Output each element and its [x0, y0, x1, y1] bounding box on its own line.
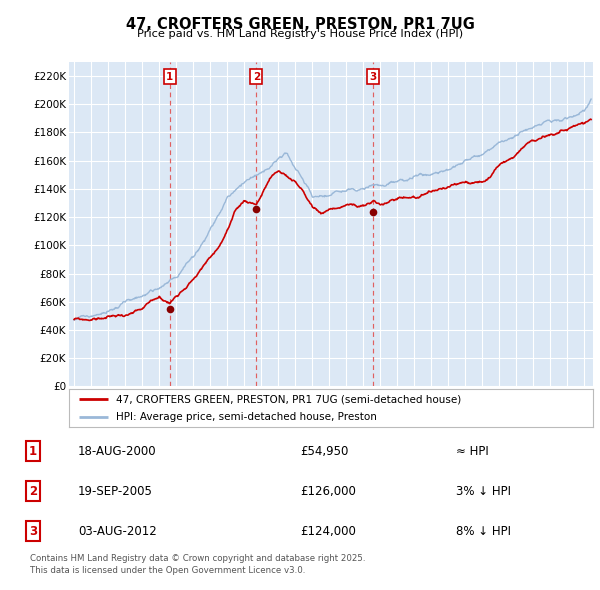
- Text: 47, CROFTERS GREEN, PRESTON, PR1 7UG (semi-detached house): 47, CROFTERS GREEN, PRESTON, PR1 7UG (se…: [116, 395, 461, 404]
- Text: £54,950: £54,950: [300, 444, 349, 458]
- Text: Contains HM Land Registry data © Crown copyright and database right 2025.
This d: Contains HM Land Registry data © Crown c…: [30, 555, 365, 575]
- Text: 3: 3: [370, 71, 377, 81]
- Text: 3: 3: [29, 525, 37, 538]
- Text: 03-AUG-2012: 03-AUG-2012: [78, 525, 157, 538]
- Text: 8% ↓ HPI: 8% ↓ HPI: [456, 525, 511, 538]
- Text: 1: 1: [29, 444, 37, 458]
- Text: ≈ HPI: ≈ HPI: [456, 444, 489, 458]
- Text: £124,000: £124,000: [300, 525, 356, 538]
- Text: 18-AUG-2000: 18-AUG-2000: [78, 444, 157, 458]
- Text: 2: 2: [29, 484, 37, 498]
- Text: 47, CROFTERS GREEN, PRESTON, PR1 7UG: 47, CROFTERS GREEN, PRESTON, PR1 7UG: [125, 17, 475, 31]
- Text: HPI: Average price, semi-detached house, Preston: HPI: Average price, semi-detached house,…: [116, 412, 377, 422]
- Text: 3% ↓ HPI: 3% ↓ HPI: [456, 484, 511, 498]
- Text: Price paid vs. HM Land Registry's House Price Index (HPI): Price paid vs. HM Land Registry's House …: [137, 29, 463, 39]
- Text: 1: 1: [166, 71, 173, 81]
- Text: 19-SEP-2005: 19-SEP-2005: [78, 484, 153, 498]
- Text: 2: 2: [253, 71, 260, 81]
- Text: £126,000: £126,000: [300, 484, 356, 498]
